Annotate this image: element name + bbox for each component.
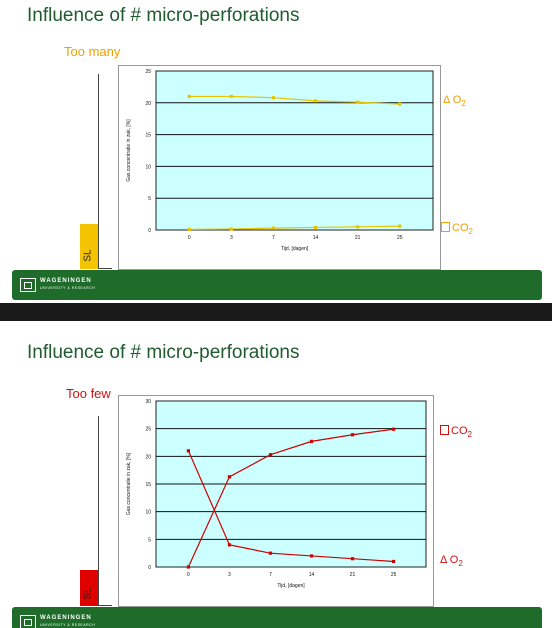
data-point: [350, 433, 355, 437]
x-tick-label: 3: [228, 572, 231, 578]
data-point: [356, 225, 360, 229]
data-point: [186, 449, 190, 453]
data-point: [398, 102, 402, 106]
x-tick-label: 7: [269, 572, 272, 578]
label-co2: CO2: [441, 222, 473, 236]
data-point: [309, 554, 314, 558]
slide-separator: [0, 303, 552, 321]
data-point: [227, 475, 232, 479]
org-name: WAGENINGEN: [40, 615, 92, 621]
y-tick-label: 10: [145, 164, 151, 170]
label-delta-o2: Δ O2: [440, 554, 463, 569]
x-tick-label: 3: [230, 235, 233, 241]
org-subtitle: UNIVERSITY & RESEARCH: [40, 286, 96, 290]
series-line-0: [189, 95, 400, 105]
y-axis-label: Gas concentratie in zak, [%]: [126, 119, 132, 182]
data-point: [187, 227, 191, 231]
plot-area: [155, 70, 434, 231]
data-point: [313, 99, 318, 103]
sl-label: SL: [82, 249, 94, 262]
chart-too-few: 0 5 10 15 20 25 30 0 3 7 14 21 25 Tijd, [dagen] Gas co…: [118, 395, 434, 607]
footer-bar: WAGENINGEN UNIVERSITY & RESEARCH: [12, 270, 542, 300]
data-point: [229, 227, 233, 231]
data-point: [392, 559, 396, 564]
y-tick-label: 5: [148, 537, 151, 543]
data-point: [271, 226, 276, 230]
wageningen-logo-icon: [20, 278, 36, 292]
footer-bar: WAGENINGEN UNIVERSITY & RESEARCH: [12, 607, 542, 628]
slide-title: Influence of # micro-perforations: [27, 5, 300, 26]
data-point: [268, 453, 273, 457]
sl-bar: [80, 570, 98, 606]
subtitle-too-many: Too many: [64, 44, 121, 59]
data-point: [350, 557, 355, 561]
y-tick-label: 0: [148, 228, 151, 234]
slide-title: Influence of # micro-perforations: [27, 342, 300, 363]
y-tick-label: 20: [145, 101, 151, 107]
subtitle-too-few: Too few: [66, 386, 111, 401]
data-point: [313, 225, 318, 230]
data-point: [227, 543, 232, 547]
x-tick-label: 7: [272, 235, 275, 241]
y-axis-label: Gas concentratie in zak, [%]: [126, 452, 132, 515]
slide-too-many: Influence of # micro-perforations Too ma…: [0, 0, 552, 303]
label-delta-o2: Δ O2: [443, 94, 466, 109]
x-tick-label: 25: [391, 572, 397, 578]
x-axis-label: Tijd, [dagen]: [281, 246, 309, 252]
org-name: WAGENINGEN: [40, 278, 92, 284]
label-co2: CO2: [440, 425, 472, 439]
x-tick-label: 25: [397, 235, 403, 241]
y-tick-label: 25: [145, 69, 151, 75]
axis-line: [98, 605, 112, 606]
sl-bar: [80, 224, 98, 269]
slide-too-few: Influence of # micro-perforations Too fe…: [0, 321, 552, 628]
y-tick-label: 30: [145, 399, 151, 405]
data-point: [268, 551, 273, 555]
series-line-0: [187, 428, 394, 568]
org-subtitle: UNIVERSITY & RESEARCH: [40, 623, 96, 627]
series-line-1: [187, 450, 394, 563]
y-tick-label: 15: [145, 482, 151, 488]
y-tick-label: 10: [145, 510, 151, 516]
x-axis-label: Tijd, [dagen]: [277, 583, 305, 589]
data-point: [356, 100, 360, 104]
data-point: [186, 565, 190, 569]
data-point: [229, 94, 233, 99]
x-tick-label: 14: [313, 235, 319, 241]
chart-too-many: 0 5 10 15 20 25 0 3 7 14 21 25 Tijd, [dagen] Gas conc…: [118, 65, 441, 270]
wageningen-logo-icon: [20, 615, 36, 628]
y-tick-label: 5: [148, 196, 151, 202]
y-tick-label: 15: [145, 133, 151, 139]
series-line-1: [189, 225, 400, 230]
x-tick-label: 0: [188, 235, 191, 241]
sl-label: SL: [82, 587, 94, 600]
y-tick-label: 25: [145, 427, 151, 433]
x-tick-label: 21: [350, 572, 356, 578]
y-tick-label: 20: [145, 454, 151, 460]
data-point: [398, 224, 402, 228]
data-point: [187, 94, 191, 99]
axis-line: [98, 74, 99, 269]
x-tick-label: 0: [187, 572, 190, 578]
data-point: [271, 96, 276, 100]
axis-line: [98, 268, 112, 269]
x-tick-label: 21: [355, 235, 361, 241]
x-tick-label: 14: [309, 572, 315, 578]
axis-line: [98, 416, 99, 606]
data-point: [392, 427, 396, 431]
y-tick-label: 0: [148, 565, 151, 571]
data-point: [309, 439, 314, 443]
